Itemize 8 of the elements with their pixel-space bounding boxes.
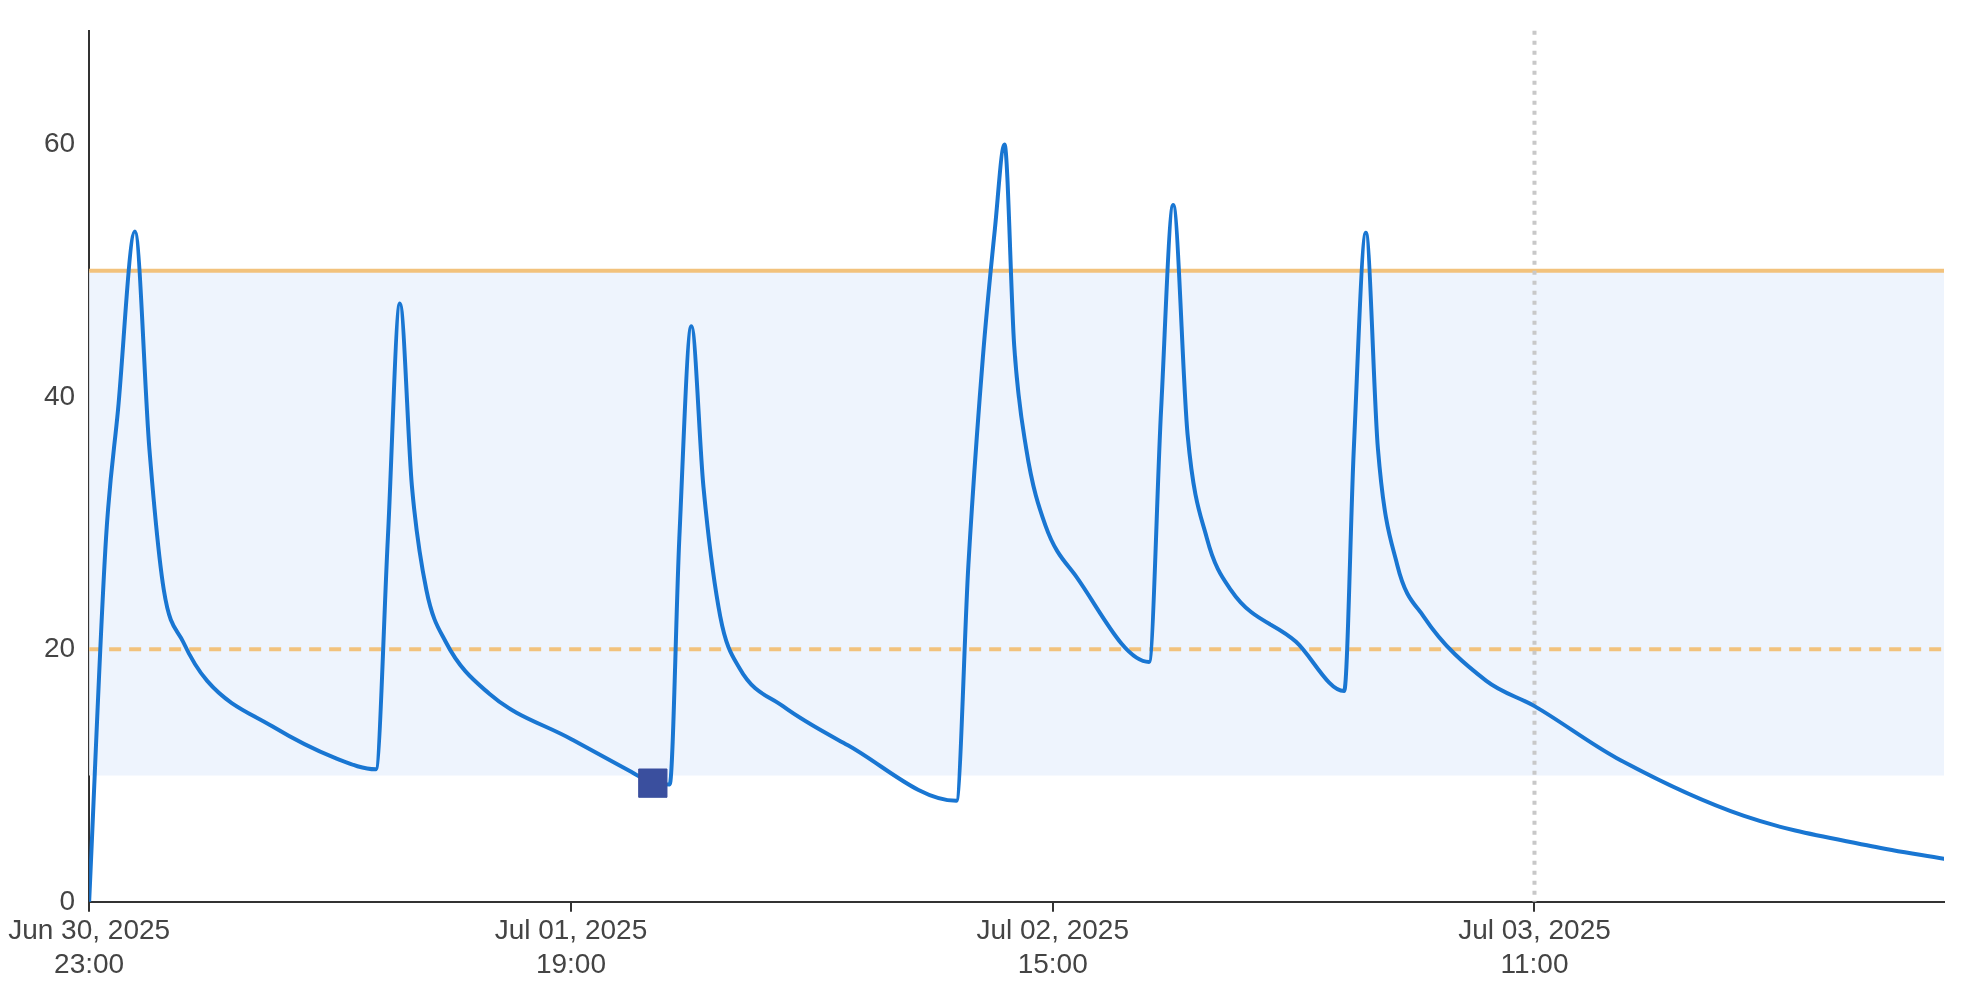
x-tick-label: Jun 30, 2025 23:00 <box>8 914 171 979</box>
y-tick-label: 0 <box>59 884 76 916</box>
x-tick-label: Jul 03, 2025 11:00 <box>1458 914 1611 979</box>
y-tick-label: 40 <box>43 379 76 411</box>
y-tick-label: 20 <box>43 632 76 664</box>
x-tick-label: Jul 01, 2025 19:00 <box>494 914 648 979</box>
x-tick-label: Jul 02, 2025 15:00 <box>976 914 1129 979</box>
y-tick-label: 60 <box>43 127 76 159</box>
